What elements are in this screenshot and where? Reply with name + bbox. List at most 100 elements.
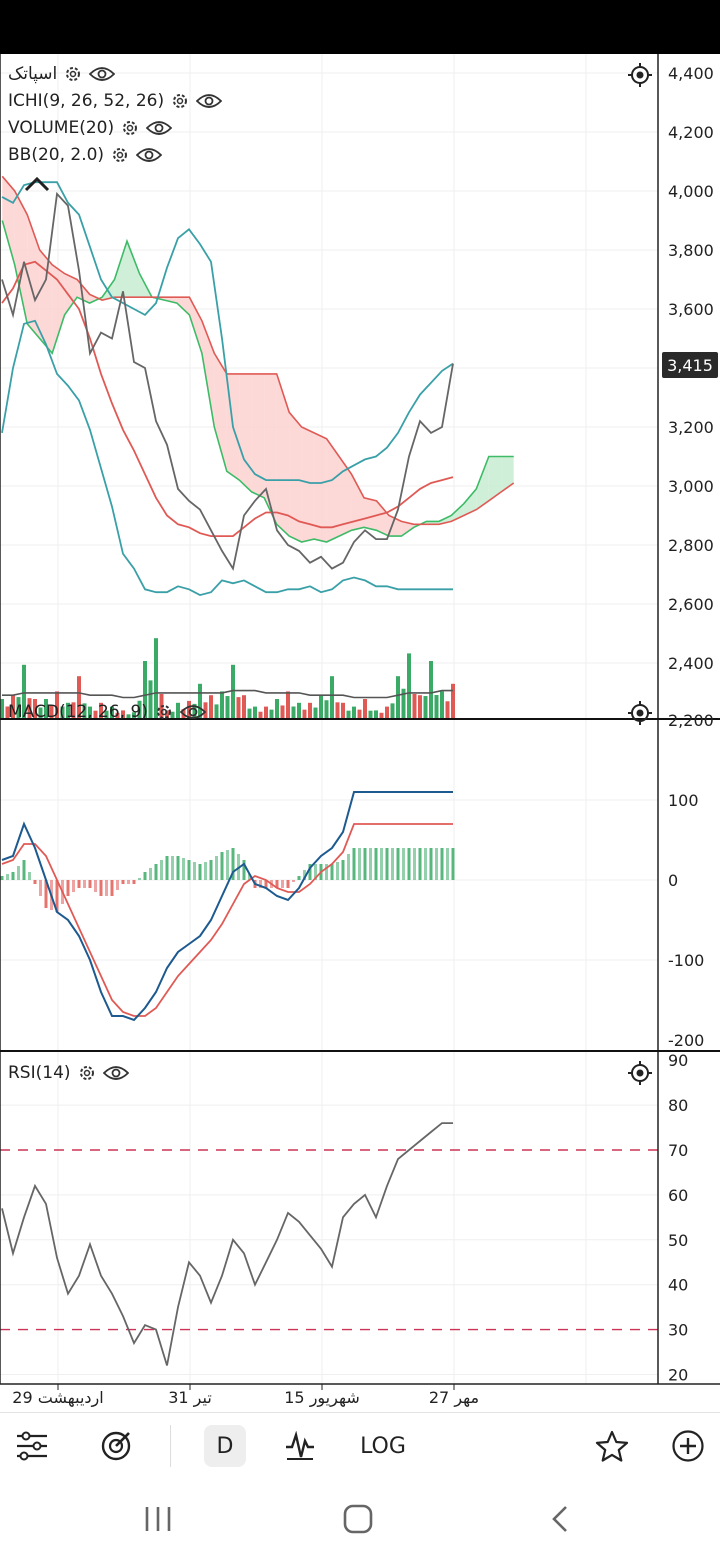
series-macd — [1, 791, 453, 1022]
ichimoku-cloud-segment — [326, 438, 340, 543]
volume-bar — [407, 653, 411, 718]
macd-histogram-bar — [259, 880, 262, 888]
volume-bar — [209, 695, 213, 718]
add-button[interactable] — [667, 1413, 709, 1479]
volume-bar — [451, 683, 455, 718]
price-tick-label: 2,800 — [668, 536, 714, 555]
volume-bar — [192, 703, 197, 718]
indicator-rsi[interactable]: RSI(14) — [8, 1063, 129, 1083]
indicators-button[interactable] — [12, 1413, 52, 1479]
macd-histogram-bar — [352, 848, 356, 880]
chart-canvas[interactable]: 4,4004,2004,0003,8003,6003,4003,2003,000… — [0, 54, 720, 1412]
home-button[interactable] — [318, 1478, 398, 1560]
volume-bar — [110, 706, 114, 718]
volume-bar — [319, 695, 323, 718]
ichimoku-cloud-segment — [251, 373, 265, 498]
recent-apps-button[interactable] — [118, 1478, 198, 1560]
rsi-tick-label: 70 — [668, 1141, 688, 1160]
volume-bar — [275, 699, 279, 718]
back-button[interactable] — [520, 1478, 600, 1560]
gear-icon[interactable] — [110, 145, 130, 165]
macd-histogram-bar — [308, 864, 312, 880]
macd-histogram-bar — [347, 854, 350, 880]
drawing-tools-button[interactable] — [96, 1413, 136, 1479]
macd-histogram-bar — [11, 872, 15, 880]
eye-icon[interactable] — [196, 92, 223, 110]
rsi-tick-label: 40 — [668, 1276, 688, 1295]
gear-icon[interactable] — [63, 64, 83, 84]
volume-bar — [22, 664, 26, 718]
back-icon — [552, 1506, 567, 1532]
series-bb-lower — [1, 319, 453, 597]
ichimoku-cloud-segment — [27, 214, 40, 339]
macd-histogram-bar — [6, 874, 9, 880]
gear-icon[interactable] — [154, 702, 174, 722]
ichimoku-cloud-segment — [14, 191, 28, 324]
macd-histogram-bar — [418, 848, 422, 880]
volume-bar — [44, 699, 48, 718]
eye-icon[interactable] — [89, 65, 116, 83]
volume-bar — [220, 691, 224, 718]
macd-tick-label: -100 — [668, 951, 704, 970]
eye-icon[interactable] — [136, 146, 163, 164]
gear-icon[interactable] — [170, 91, 190, 111]
macd-histogram-bar — [407, 848, 411, 880]
time-tick-label: 29 اردیبهشت — [12, 1388, 103, 1408]
timeframe-button[interactable]: D — [204, 1425, 246, 1467]
volume-bar — [291, 706, 296, 718]
macd-histogram-bar — [193, 862, 196, 880]
series-bb-middle — [1, 260, 454, 537]
volume-bar — [203, 702, 208, 718]
time-tick-label: 31 تیر — [168, 1388, 212, 1408]
status-bar — [0, 0, 720, 54]
volume-bar — [286, 691, 290, 718]
time-tick-label: 15 شهریور — [284, 1388, 360, 1408]
volume-bar — [374, 710, 378, 718]
macd-histogram-bar — [330, 864, 334, 880]
volume-bar — [429, 661, 433, 718]
system-nav-bar — [0, 1478, 720, 1560]
volume-bar — [324, 700, 329, 718]
indicator-symbol[interactable]: اسپاتک — [8, 64, 116, 84]
crosshair-icon[interactable] — [627, 1060, 653, 1086]
ichimoku-cloud-segment — [189, 297, 202, 354]
volume-bar — [308, 702, 312, 718]
volume-bar — [396, 676, 400, 718]
volume-bar — [313, 707, 318, 718]
drawing-tool-icon — [101, 1431, 131, 1461]
gear-icon[interactable] — [120, 118, 140, 138]
crosshair-icon[interactable] — [627, 62, 653, 88]
volume-bar — [16, 697, 21, 718]
favorite-button[interactable] — [590, 1413, 634, 1479]
gear-icon[interactable] — [77, 1063, 97, 1083]
ichimoku-cloud-segment — [401, 521, 414, 537]
volume-bar — [170, 711, 175, 718]
log-scale-button[interactable]: LOG — [360, 1433, 406, 1459]
macd-histogram-bar — [226, 850, 229, 880]
volume-bar — [280, 705, 285, 718]
volume-bar — [302, 709, 307, 718]
volume-bar — [390, 703, 395, 718]
indicator-ichimoku[interactable]: ICHI(9, 26, 52, 26) — [8, 91, 223, 111]
price-tick-label: 4,200 — [668, 123, 714, 142]
volume-bar — [418, 695, 422, 718]
rsi-tick-label: 50 — [668, 1231, 688, 1250]
rsi-tick-label: 60 — [668, 1186, 688, 1205]
indicator-volume[interactable]: VOLUME(20) — [8, 118, 173, 138]
volume-bar — [385, 706, 389, 718]
chevron-up-icon[interactable] — [24, 176, 50, 192]
rsi-tick-label: 20 — [668, 1366, 688, 1385]
eye-icon[interactable] — [102, 1064, 129, 1082]
indicator-macd[interactable]: MACD(12, 26, 9) — [8, 702, 206, 722]
macd-histogram-bar — [341, 860, 345, 880]
macd-histogram-bar — [303, 870, 306, 880]
volume-bar — [49, 705, 54, 718]
volume-bar — [148, 680, 153, 718]
chart-type-button[interactable] — [280, 1413, 320, 1479]
crosshair-icon[interactable] — [627, 700, 653, 726]
eye-icon[interactable] — [179, 703, 206, 721]
macd-histogram-bar — [385, 848, 389, 880]
series-ichimoku-span-a — [1, 220, 514, 543]
eye-icon[interactable] — [146, 119, 173, 137]
indicator-bollinger[interactable]: BB(20, 2.0) — [8, 145, 163, 165]
